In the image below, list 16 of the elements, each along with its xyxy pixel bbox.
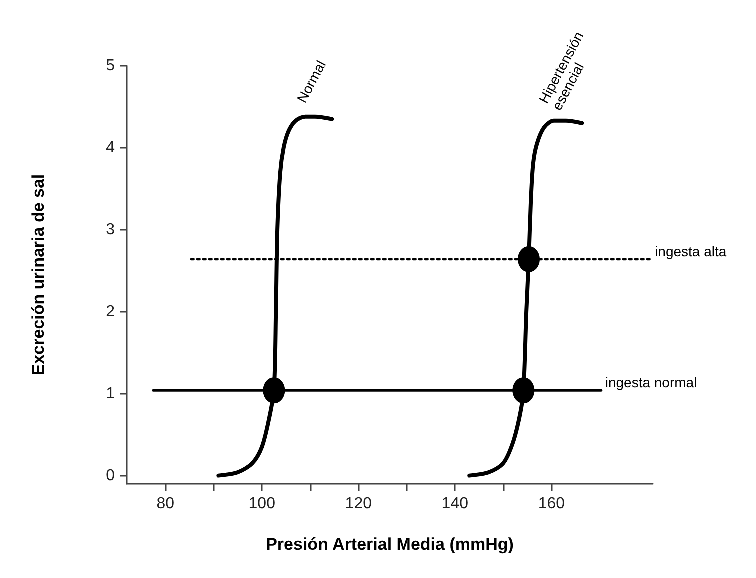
y-tick-label: 1 <box>106 385 116 402</box>
series-label: ingesta normal <box>605 374 698 391</box>
y-tick-label: 4 <box>106 139 116 156</box>
x-tick-label: 80 <box>156 496 175 512</box>
x-tick-label: 160 <box>538 496 566 512</box>
y-axis-title: Excreción urinaria de sal <box>29 174 48 376</box>
x-tick-label: 100 <box>248 496 276 512</box>
y-tick-label: 5 <box>106 58 116 74</box>
y-tick-label: 2 <box>106 303 116 320</box>
series-label: ingesta alta <box>655 243 727 260</box>
y-tick-label: 0 <box>106 467 116 484</box>
x-tick-label: 140 <box>442 496 469 512</box>
line-series <box>468 118 584 478</box>
x-tick-label: 120 <box>345 496 372 512</box>
y-tick-label: 3 <box>106 221 116 238</box>
x-axis-title: Presión Arterial Media (mmHg) <box>266 535 514 554</box>
